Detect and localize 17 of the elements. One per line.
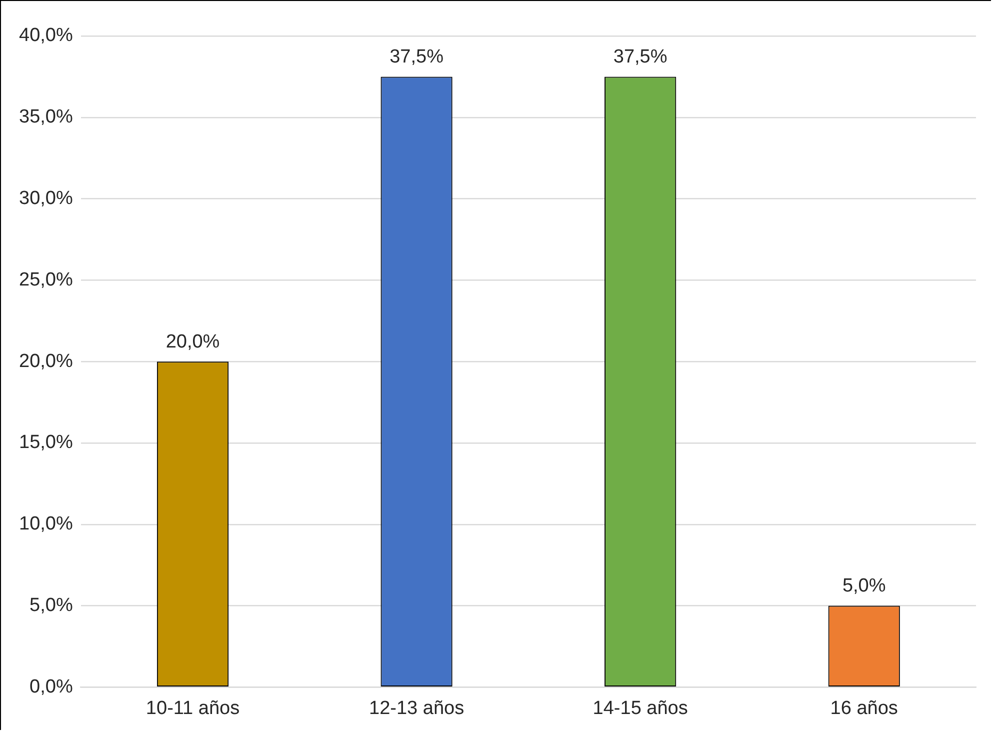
data-label: 5,0% (842, 576, 886, 597)
y-tick-label: 5,0% (30, 595, 73, 616)
y-tick-label: 15,0% (19, 432, 73, 454)
x-tick-label: 12-13 años (369, 698, 464, 719)
y-tick-label: 20,0% (19, 350, 73, 372)
x-tick-label: 14-15 años (592, 698, 688, 719)
data-label: 20,0% (166, 331, 220, 352)
y-tick-label: 0,0% (30, 676, 73, 698)
x-tick-label: 10-11 años (146, 698, 240, 719)
y-tick-label: 35,0% (19, 106, 73, 128)
data-label: 37,5% (390, 46, 444, 68)
x-tick-label: 16 años (830, 698, 898, 719)
data-label: 37,5% (613, 46, 668, 68)
y-tick-label: 40,0% (19, 25, 73, 46)
y-tick-label: 10,0% (19, 514, 73, 535)
y-tick-label: 30,0% (19, 188, 73, 210)
y-tick-label: 25,0% (19, 269, 73, 290)
